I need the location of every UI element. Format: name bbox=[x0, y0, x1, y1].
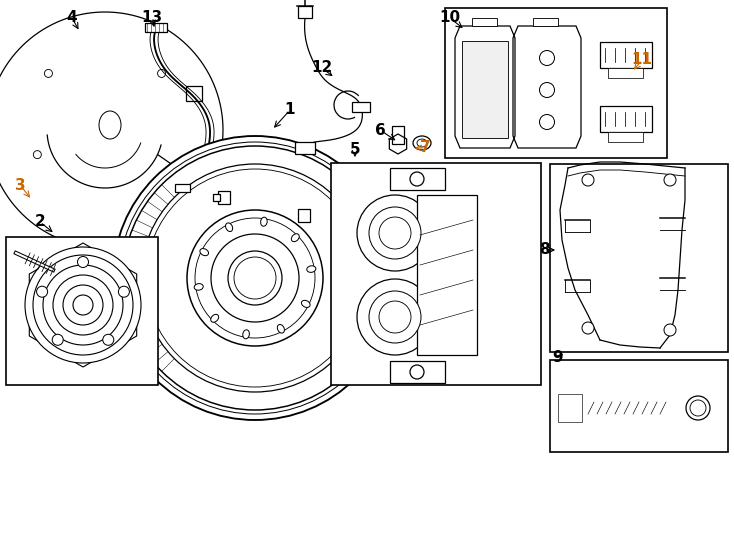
Bar bbox=[295, 142, 315, 154]
Ellipse shape bbox=[211, 314, 219, 322]
Circle shape bbox=[118, 286, 129, 297]
Circle shape bbox=[123, 146, 387, 410]
Ellipse shape bbox=[277, 325, 285, 333]
Text: 13: 13 bbox=[142, 10, 162, 25]
Bar bbox=[331, 163, 541, 385]
Bar bbox=[390, 361, 445, 383]
Circle shape bbox=[43, 265, 123, 345]
Bar bbox=[175, 184, 190, 192]
Text: 7: 7 bbox=[420, 140, 430, 156]
Circle shape bbox=[37, 286, 48, 297]
Circle shape bbox=[45, 70, 52, 77]
Circle shape bbox=[73, 295, 93, 315]
Bar bbox=[608, 132, 643, 142]
Bar bbox=[145, 23, 167, 32]
Ellipse shape bbox=[417, 139, 427, 147]
Ellipse shape bbox=[195, 284, 203, 290]
Circle shape bbox=[187, 210, 323, 346]
Circle shape bbox=[690, 400, 706, 416]
Text: 4: 4 bbox=[67, 10, 77, 25]
Circle shape bbox=[211, 234, 299, 322]
Bar bbox=[445, 8, 667, 158]
Ellipse shape bbox=[99, 111, 121, 139]
Circle shape bbox=[379, 301, 411, 333]
Circle shape bbox=[369, 207, 421, 259]
Text: 3: 3 bbox=[15, 178, 25, 192]
Text: 8: 8 bbox=[539, 242, 549, 258]
Circle shape bbox=[141, 164, 369, 392]
Circle shape bbox=[158, 70, 166, 77]
Circle shape bbox=[664, 324, 676, 336]
Circle shape bbox=[78, 256, 89, 267]
Ellipse shape bbox=[302, 300, 310, 307]
Bar bbox=[6, 237, 158, 385]
Bar bbox=[352, 102, 370, 112]
Bar bbox=[298, 6, 312, 18]
Text: 2: 2 bbox=[34, 214, 46, 230]
Circle shape bbox=[113, 136, 397, 420]
Bar bbox=[472, 18, 497, 26]
Bar bbox=[560, 396, 580, 420]
Bar bbox=[417, 195, 477, 355]
Circle shape bbox=[539, 83, 554, 98]
Text: 5: 5 bbox=[349, 143, 360, 158]
Circle shape bbox=[357, 195, 433, 271]
Bar bbox=[392, 126, 404, 144]
Circle shape bbox=[379, 217, 411, 249]
Circle shape bbox=[410, 172, 424, 186]
Ellipse shape bbox=[243, 330, 250, 339]
Text: 1: 1 bbox=[285, 103, 295, 118]
Circle shape bbox=[686, 396, 710, 420]
Circle shape bbox=[410, 365, 424, 379]
Circle shape bbox=[539, 114, 554, 130]
Bar bbox=[558, 394, 582, 422]
Bar bbox=[298, 209, 310, 222]
Text: 10: 10 bbox=[440, 10, 460, 25]
Bar bbox=[218, 191, 230, 204]
Ellipse shape bbox=[291, 234, 299, 241]
Ellipse shape bbox=[307, 266, 316, 272]
Bar bbox=[213, 194, 220, 201]
Circle shape bbox=[357, 279, 433, 355]
Circle shape bbox=[539, 51, 554, 65]
Ellipse shape bbox=[200, 248, 208, 255]
Bar bbox=[462, 41, 508, 138]
Circle shape bbox=[582, 322, 594, 334]
Ellipse shape bbox=[225, 223, 233, 232]
Circle shape bbox=[103, 334, 114, 345]
Circle shape bbox=[664, 174, 676, 186]
Circle shape bbox=[582, 174, 594, 186]
Circle shape bbox=[33, 151, 41, 159]
Text: 11: 11 bbox=[631, 52, 653, 68]
Circle shape bbox=[33, 255, 133, 355]
Bar bbox=[533, 18, 558, 26]
Circle shape bbox=[119, 142, 391, 414]
Circle shape bbox=[25, 247, 141, 363]
Circle shape bbox=[228, 251, 282, 305]
Bar bbox=[390, 168, 445, 190]
Circle shape bbox=[195, 218, 315, 338]
Circle shape bbox=[63, 285, 103, 325]
Ellipse shape bbox=[413, 136, 431, 150]
Text: 6: 6 bbox=[374, 123, 385, 138]
Text: 9: 9 bbox=[553, 350, 563, 366]
Circle shape bbox=[234, 257, 276, 299]
Ellipse shape bbox=[261, 217, 267, 226]
Text: 12: 12 bbox=[311, 60, 333, 76]
Circle shape bbox=[53, 275, 113, 335]
Circle shape bbox=[146, 169, 364, 387]
Bar bbox=[608, 68, 643, 78]
Circle shape bbox=[52, 334, 63, 345]
Bar bbox=[550, 360, 728, 452]
Bar bbox=[550, 164, 728, 352]
Circle shape bbox=[369, 291, 421, 343]
